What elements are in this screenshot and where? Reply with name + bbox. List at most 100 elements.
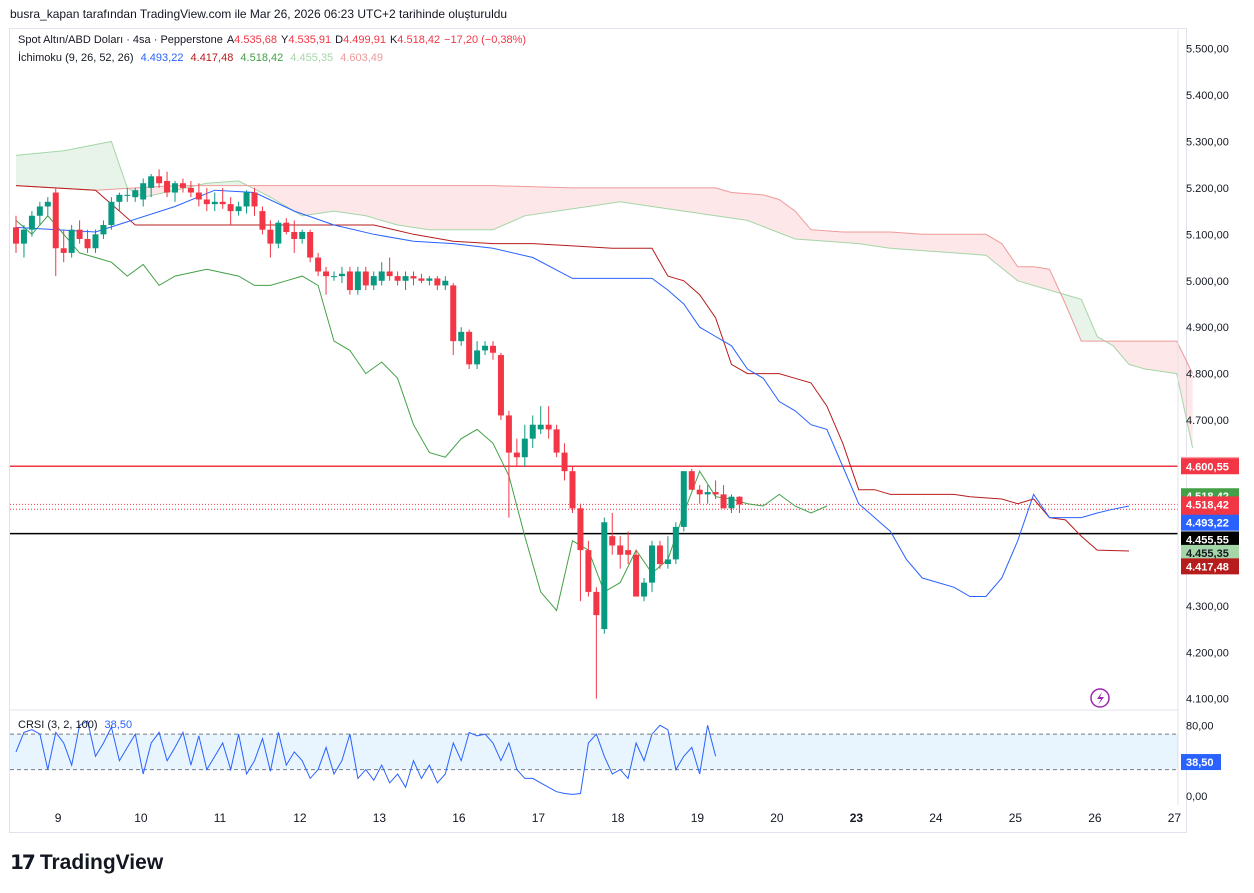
chart-frame <box>9 28 1187 833</box>
ichimoku-cloud-segment <box>405 185 414 228</box>
ichimoku-cloud-segment <box>270 185 279 202</box>
ichimoku-title[interactable]: İchimoku (9, 26, 52, 26) <box>18 52 134 64</box>
candle-body <box>124 194 131 196</box>
ichimoku-cloud-segment <box>302 185 311 216</box>
candle-body <box>553 429 560 453</box>
ichimoku-cloud-segment <box>341 185 350 214</box>
ichimoku-cloud-segment <box>993 238 1002 268</box>
candle-body <box>402 276 409 281</box>
price-badge <box>1181 544 1239 561</box>
ichimoku-cloud-segment <box>1113 341 1122 356</box>
ichimoku-cloud-segment <box>1033 266 1042 288</box>
ichimoku-cloud-segment <box>652 187 660 208</box>
ichimoku-cloud-segment <box>985 234 994 262</box>
candle-body <box>13 227 19 244</box>
ichimoku-cloud-segment <box>723 190 732 219</box>
ichimoku-span-b: 4.603,49 <box>340 52 384 64</box>
price-tick-label: 4.200,00 <box>1186 647 1229 659</box>
ichimoku-cloud-segment <box>604 187 613 205</box>
candle-body <box>474 350 481 365</box>
ichimoku-cloud-segment <box>349 185 358 215</box>
candle-body <box>497 355 504 416</box>
candle-body <box>680 471 687 527</box>
candle-body <box>545 424 552 430</box>
ichimoku-cloud-segment <box>111 141 120 190</box>
ichimoku-cloud-segment <box>278 185 287 207</box>
ichimoku-cloud-segment <box>1144 341 1153 371</box>
price-badge-label: 4.518,42 <box>1186 499 1229 511</box>
candle-body <box>299 232 306 239</box>
ichimoku-cloud-segment <box>644 187 652 207</box>
ichimoku-cloud-segment <box>540 186 549 214</box>
candle-body <box>537 424 544 430</box>
candle-body <box>649 545 655 583</box>
ichimoku-span-a: 4.455,35 <box>290 52 334 64</box>
ichimoku-cloud-segment <box>707 187 716 216</box>
ichimoku-cloud-segment <box>230 180 239 186</box>
ichimoku-cloud-segment <box>850 232 859 244</box>
ichimoku-span-b-line <box>15 185 1194 374</box>
candle-body <box>140 183 147 200</box>
ichimoku-cloud-segment <box>548 187 557 213</box>
ichimoku-cloud-segment <box>1017 266 1026 284</box>
ichimoku-cloud-segment <box>962 234 970 255</box>
candle-body <box>203 199 210 205</box>
candle-body <box>736 496 743 505</box>
ichimoku-cloud-segment <box>429 185 438 230</box>
candle-body <box>720 494 727 509</box>
ichimoku-cloud-segment <box>1184 357 1193 448</box>
candle-body <box>656 545 663 565</box>
ichimoku-cloud-segment <box>683 187 692 213</box>
price-tick-label: 5.100,00 <box>1186 229 1229 241</box>
low-value: 4.499,91 <box>343 34 386 46</box>
symbol-title[interactable]: Spot Altın/ABD Doları · 4sa · Pepperston… <box>18 34 223 46</box>
crsi-title[interactable]: CRSI (3, 2, 100) <box>18 719 98 731</box>
candle-body <box>267 229 274 244</box>
ichimoku-cloud-segment <box>946 234 955 253</box>
candle-body <box>513 452 520 458</box>
ichimoku-lagging-line <box>15 215 828 612</box>
ichimoku-cloud-segment <box>39 152 48 188</box>
candle-body <box>672 526 679 560</box>
crsi-band <box>10 734 1178 770</box>
candle-body <box>466 331 473 365</box>
ichimoku-cloud-segment <box>310 185 319 215</box>
tradingview-logo[interactable]: 𝟭𝟳 TradingView <box>10 850 163 875</box>
candle-body <box>291 232 298 239</box>
candle-body <box>521 438 528 458</box>
candle-body <box>164 180 171 193</box>
time-tick-label: 12 <box>293 811 307 825</box>
ichimoku-cloud-segment <box>1049 269 1058 293</box>
time-tick-label: 25 <box>1009 811 1023 825</box>
ichimoku-cloud-segment <box>620 187 629 203</box>
candle-body <box>410 276 417 279</box>
candle-body <box>370 276 377 286</box>
crsi-legend-value: 38,50 <box>104 719 133 731</box>
ichimoku-cloud-segment <box>326 185 334 213</box>
candle-body <box>354 271 361 291</box>
ichimoku-cloud-segment <box>254 185 263 194</box>
price-badge <box>1181 458 1239 475</box>
candle-body <box>633 554 640 597</box>
candle-body <box>418 278 425 281</box>
ichimoku-cloud-segment <box>636 187 645 206</box>
candle-body <box>116 194 123 202</box>
crsi-value-badge <box>1181 754 1221 771</box>
price-badge-label: 4.455,55 <box>1186 534 1229 546</box>
price-badge-label: 4.600,55 <box>1186 461 1229 473</box>
candle-body <box>331 276 337 278</box>
ichimoku-conversion-line <box>15 189 1130 597</box>
candle-body <box>251 192 258 207</box>
crsi-tick-label: 80,00 <box>1186 720 1214 732</box>
candle-body <box>378 271 385 281</box>
time-tick-label: 19 <box>691 811 705 825</box>
time-tick-label: 9 <box>55 811 62 825</box>
ichimoku-legend: İchimoku (9, 26, 52, 26) 4.493,22 4.417,… <box>18 52 387 64</box>
ichimoku-cloud-segment <box>1041 267 1050 291</box>
candle-body <box>187 187 194 193</box>
time-tick-label: 23 <box>850 811 864 825</box>
ichimoku-cloud-segment <box>779 199 788 236</box>
candle-body <box>394 276 401 281</box>
low-label: D <box>335 34 344 46</box>
